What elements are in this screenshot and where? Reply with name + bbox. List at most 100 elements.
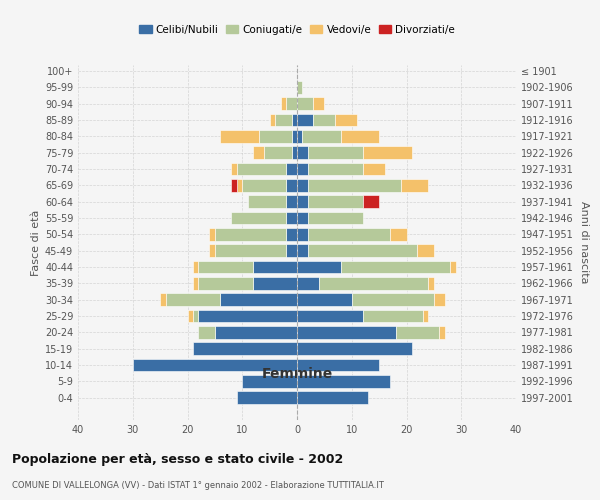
Bar — [133, 358, 297, 371]
Bar — [286, 179, 297, 192]
Bar — [166, 293, 220, 306]
Bar — [308, 196, 362, 208]
Bar — [401, 179, 428, 192]
Bar — [302, 130, 341, 143]
Bar — [199, 277, 253, 289]
Bar — [428, 277, 434, 289]
Bar — [313, 114, 335, 126]
Bar — [335, 114, 357, 126]
Bar — [297, 260, 341, 274]
Bar — [297, 146, 308, 159]
Bar — [308, 228, 390, 240]
Bar — [220, 293, 297, 306]
Bar — [220, 130, 259, 143]
Bar — [187, 310, 193, 322]
Bar — [215, 228, 286, 240]
Bar — [193, 342, 297, 355]
Bar — [362, 310, 423, 322]
Text: COMUNE DI VALLELONGA (VV) - Dati ISTAT 1° gennaio 2002 - Elaborazione TUTTITALIA: COMUNE DI VALLELONGA (VV) - Dati ISTAT 1… — [12, 481, 384, 490]
Bar — [193, 310, 199, 322]
Bar — [434, 293, 445, 306]
Bar — [308, 162, 362, 175]
Bar — [297, 310, 362, 322]
Bar — [275, 114, 292, 126]
Bar — [313, 98, 325, 110]
Bar — [193, 260, 199, 274]
Bar — [341, 130, 379, 143]
Bar — [253, 146, 264, 159]
Bar — [297, 228, 308, 240]
Bar — [395, 326, 439, 338]
Bar — [308, 244, 418, 257]
Bar — [209, 244, 215, 257]
Bar — [297, 391, 368, 404]
Bar — [308, 212, 362, 224]
Bar — [341, 260, 450, 274]
Bar — [362, 146, 412, 159]
Bar — [215, 326, 297, 338]
Bar — [439, 326, 445, 338]
Bar — [253, 260, 297, 274]
Bar — [362, 162, 385, 175]
Text: Popolazione per età, sesso e stato civile - 2002: Popolazione per età, sesso e stato civil… — [12, 452, 343, 466]
Bar — [242, 375, 297, 388]
Bar — [297, 342, 412, 355]
Bar — [215, 244, 286, 257]
Bar — [352, 293, 434, 306]
Bar — [297, 358, 379, 371]
Bar — [237, 179, 242, 192]
Bar — [297, 293, 352, 306]
Bar — [292, 146, 297, 159]
Legend: Celibi/Nubili, Coniugati/e, Vedovi/e, Divorziati/e: Celibi/Nubili, Coniugati/e, Vedovi/e, Di… — [135, 20, 459, 39]
Bar — [281, 98, 286, 110]
Bar — [232, 179, 237, 192]
Bar — [199, 326, 215, 338]
Bar — [199, 260, 253, 274]
Bar — [297, 81, 302, 94]
Bar — [232, 212, 286, 224]
Bar — [308, 179, 401, 192]
Bar — [297, 179, 308, 192]
Y-axis label: Fasce di età: Fasce di età — [31, 210, 41, 276]
Bar — [232, 162, 237, 175]
Bar — [286, 162, 297, 175]
Bar — [418, 244, 434, 257]
Text: Femmine: Femmine — [262, 366, 332, 380]
Bar — [319, 277, 428, 289]
Bar — [264, 146, 292, 159]
Bar — [209, 228, 215, 240]
Bar — [193, 277, 199, 289]
Bar — [237, 391, 297, 404]
Bar — [297, 244, 308, 257]
Bar — [297, 212, 308, 224]
Bar — [286, 244, 297, 257]
Bar — [286, 196, 297, 208]
Bar — [297, 162, 308, 175]
Bar — [390, 228, 407, 240]
Bar — [286, 98, 297, 110]
Bar — [297, 326, 395, 338]
Bar — [286, 212, 297, 224]
Bar — [253, 277, 297, 289]
Bar — [297, 130, 302, 143]
Bar — [286, 228, 297, 240]
Bar — [308, 146, 362, 159]
Bar — [248, 196, 286, 208]
Bar — [297, 98, 313, 110]
Bar — [362, 196, 379, 208]
Bar — [160, 293, 166, 306]
Bar — [297, 114, 313, 126]
Bar — [259, 130, 292, 143]
Bar — [297, 375, 390, 388]
Bar — [297, 277, 319, 289]
Bar — [242, 179, 286, 192]
Bar — [292, 114, 297, 126]
Bar — [423, 310, 428, 322]
Bar — [237, 162, 286, 175]
Bar — [199, 310, 297, 322]
Bar — [297, 196, 308, 208]
Bar — [292, 130, 297, 143]
Bar — [269, 114, 275, 126]
Bar — [450, 260, 456, 274]
Y-axis label: Anni di nascita: Anni di nascita — [579, 201, 589, 284]
